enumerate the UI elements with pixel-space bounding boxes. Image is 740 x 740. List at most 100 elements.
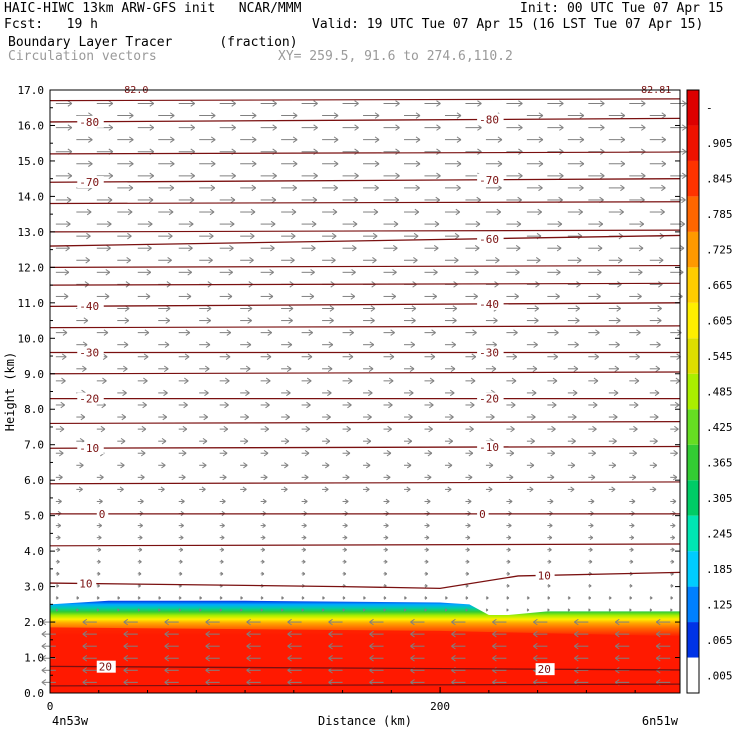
vector-head [146,269,152,276]
vector-head [611,462,617,469]
vector-head [199,608,202,612]
vector-head [272,172,277,180]
vector-head [333,160,339,167]
vector-head [148,196,154,204]
vector-head [594,353,599,360]
vector-head [129,112,134,119]
contour-line [49,683,681,687]
vector-head [76,608,79,612]
vector-head [368,389,373,397]
vector-head [507,559,511,564]
vector-head [372,232,378,240]
vector-head [477,100,482,107]
vector-head [301,596,305,600]
vector-head [164,655,170,662]
vector-head [343,559,347,564]
vector-head [407,437,413,445]
vector-head [408,413,413,421]
vector-head [616,317,621,324]
vector-head [511,401,516,409]
vector-head [104,293,110,300]
vector-head [158,596,161,600]
vector-head [181,450,187,457]
vector-head [671,559,675,564]
vector-head [41,655,47,662]
vector-head [533,655,538,662]
vector-head [327,365,333,373]
contour-label-bg [96,507,109,520]
vector-head [547,608,550,612]
vector-head [496,208,502,216]
vector-head [414,208,420,216]
vector-head [614,365,620,373]
circulation-vectors [41,100,687,686]
vector-head [283,486,288,493]
vector-head [661,160,667,167]
vector-head [80,413,86,421]
vector-head [225,377,230,385]
vector-head [433,269,438,276]
vector-head [387,425,392,433]
vector-head [384,547,388,552]
vector-head [518,172,523,180]
vector-head [415,160,421,167]
vector-head [106,244,111,252]
vector-head [57,498,62,505]
vector-head [262,535,266,541]
vector-head [452,305,458,312]
y-tick-label: 13.0 [18,226,45,239]
vector-head [246,642,251,650]
vector-head [408,389,414,397]
vector-head [639,220,645,228]
contour-label-bg [477,346,504,359]
vector-head [531,413,536,421]
vector-head [466,547,470,552]
vector-head [67,124,73,131]
vector-head [260,608,263,612]
vector-head [58,450,64,457]
vector-head [615,630,620,638]
vector-head [269,269,274,276]
y-tick-label: 10.0 [18,332,45,345]
vector-head [385,523,389,529]
vector-head [161,462,166,469]
vector-head [327,389,332,397]
vector-head [570,486,575,493]
vector-head [82,642,88,650]
vector-head [444,608,448,612]
vector-head [579,112,585,119]
vector-head [389,353,395,360]
vector-head [513,329,518,336]
vector-head [63,293,69,300]
vector-head [199,596,202,600]
colorbar-swatch [687,90,699,126]
vector-head [632,450,637,457]
contour-line [49,234,681,247]
vector-head [680,220,686,228]
vector-head [535,257,541,264]
vector-head [677,329,682,336]
vector-head [508,523,512,529]
vector-head [246,341,252,348]
vector-head [165,317,171,324]
vector-head [486,596,489,600]
vector-head [449,413,454,421]
colorbar-swatch [687,267,699,303]
vector-head [410,341,416,348]
vector-head [140,450,146,457]
vector-head [429,377,435,385]
vector-head [342,608,345,612]
vector-head [140,474,145,481]
vector-head [425,547,429,552]
vector-head [552,377,558,385]
vector-head [661,184,666,192]
vector-head [57,547,61,552]
vector-head [85,257,90,264]
vector-head [424,596,428,600]
vector-head [559,172,564,180]
vector-head [181,474,186,481]
vector-head [308,329,314,336]
vector-head [579,184,584,192]
vector-head [529,462,535,469]
vector-head [451,618,456,626]
